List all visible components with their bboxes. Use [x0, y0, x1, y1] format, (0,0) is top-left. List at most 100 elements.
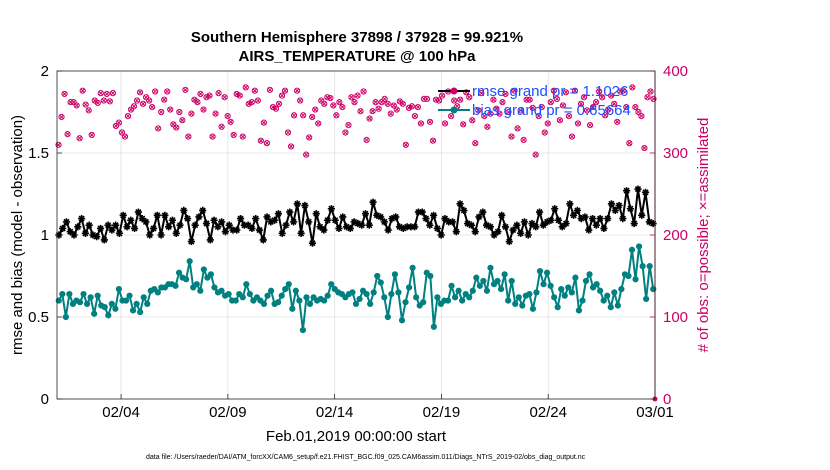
bias-marker	[144, 300, 151, 307]
obs-possible-marker	[315, 120, 322, 127]
obs-possible-marker	[577, 100, 585, 107]
x-tick-label: 03/01	[636, 404, 674, 421]
bias-marker	[586, 271, 593, 278]
rmse-marker	[100, 236, 108, 244]
rmse-marker	[577, 215, 585, 223]
bias-marker	[480, 277, 487, 285]
obs-assimilated-marker	[328, 95, 333, 101]
obs-possible-marker	[269, 103, 277, 111]
obs-assimilated-marker	[340, 104, 345, 110]
rmse-marker	[452, 228, 460, 236]
obs-assimilated-marker	[560, 103, 566, 108]
obs-possible-marker	[260, 119, 267, 126]
chart-title-line1: Southern Hemisphere 37898 / 37928 = 99.9…	[191, 29, 523, 46]
bias-marker	[59, 290, 66, 298]
obs-assimilated-marker	[442, 121, 448, 126]
obs-possible-marker	[245, 100, 252, 107]
rmse-marker	[361, 210, 370, 218]
obs-assimilated-marker	[65, 131, 70, 137]
bias-marker	[367, 300, 374, 307]
obs-possible-marker	[641, 144, 648, 152]
rmse-marker	[161, 211, 169, 219]
rmse-marker	[365, 221, 373, 229]
obs-assimilated-marker	[448, 113, 454, 119]
obs-assimilated-marker	[285, 130, 291, 135]
obs-possible-marker	[76, 135, 83, 142]
obs-assimilated-marker	[195, 100, 200, 105]
obs-assimilated-marker	[627, 141, 632, 146]
obs-possible-marker	[520, 136, 527, 143]
rmse-marker	[89, 231, 97, 239]
rmse-marker	[248, 224, 256, 233]
rmse-marker	[581, 213, 589, 221]
obs-assimilated-marker	[282, 88, 288, 93]
rmse-marker	[445, 218, 453, 226]
rmse-marker	[187, 237, 195, 246]
obs-possible-marker	[121, 133, 129, 140]
rmse-marker	[464, 219, 472, 228]
obs-assimilated-marker	[606, 107, 611, 112]
rmse-marker	[611, 206, 619, 214]
obs-possible-marker	[580, 94, 588, 101]
obs-assimilated-marker	[249, 100, 254, 105]
x-axis: 02/04 02/09 02/14 02/19 02/24 03/01	[102, 394, 674, 421]
obs-assimilated-marker	[485, 124, 490, 129]
obs-assimilated-marker	[216, 90, 221, 96]
bias-marker	[306, 300, 314, 307]
bias-marker	[356, 295, 363, 303]
rmse-marker	[78, 215, 86, 223]
rmse-marker	[456, 200, 464, 208]
obs-assimilated-marker	[273, 106, 279, 111]
obs-assimilated-marker	[225, 113, 230, 119]
rmse-marker	[70, 231, 78, 239]
bias-marker	[405, 284, 413, 291]
obs-assimilated-marker	[316, 121, 321, 126]
bias-marker	[303, 294, 310, 301]
rmse-marker	[509, 226, 517, 234]
bias-marker	[565, 284, 572, 291]
rmse-marker	[335, 224, 343, 233]
bias-marker	[402, 299, 409, 306]
rmse-marker	[108, 226, 116, 234]
obs-possible-marker	[599, 94, 606, 101]
rmse-marker	[218, 218, 226, 226]
obs-assimilated-marker	[177, 109, 182, 115]
rmse-marker	[380, 218, 388, 226]
bias-marker	[497, 286, 505, 293]
obs-assimilated-marker	[563, 90, 569, 95]
obs-assimilated-marker	[334, 113, 339, 118]
obs-assimilated-marker	[509, 134, 514, 139]
obs-possible-marker	[438, 92, 446, 99]
obs-assimilated-marker	[237, 93, 242, 98]
bias-marker	[526, 290, 533, 298]
obs-assimilated-marker	[527, 97, 532, 102]
obs-assimilated-marker	[615, 119, 620, 124]
bias-marker	[395, 289, 402, 296]
x-tick-label: 02/24	[529, 404, 567, 421]
bias-marker	[512, 300, 519, 307]
obs-assimilated-marker	[171, 122, 176, 127]
obs-assimilated-marker	[113, 123, 119, 129]
rmse-marker	[543, 218, 551, 226]
bias-marker	[600, 297, 607, 304]
obs-assimilated-marker	[110, 90, 116, 96]
obs-assimilated-marker	[122, 134, 128, 139]
rmse-marker	[562, 219, 570, 228]
rmse-marker	[535, 208, 544, 216]
rmse-marker	[649, 219, 657, 228]
rmse-marker	[301, 201, 309, 210]
rmse-marker	[619, 215, 627, 223]
bias-marker	[137, 308, 144, 316]
obs-possible-marker	[312, 106, 319, 113]
obs-possible-marker	[257, 137, 264, 144]
obs-assimilated-marker	[388, 111, 393, 116]
rmse-marker	[573, 206, 582, 214]
obs-possible-marker	[55, 141, 62, 148]
rmse-marker	[448, 218, 457, 226]
obs-possible-marker	[372, 99, 379, 106]
legend-bias-marker	[450, 106, 458, 114]
obs-possible-marker	[390, 102, 397, 109]
obs-assimilated-marker	[140, 101, 146, 106]
rmse-marker	[81, 229, 89, 237]
rmse-marker	[85, 221, 93, 229]
